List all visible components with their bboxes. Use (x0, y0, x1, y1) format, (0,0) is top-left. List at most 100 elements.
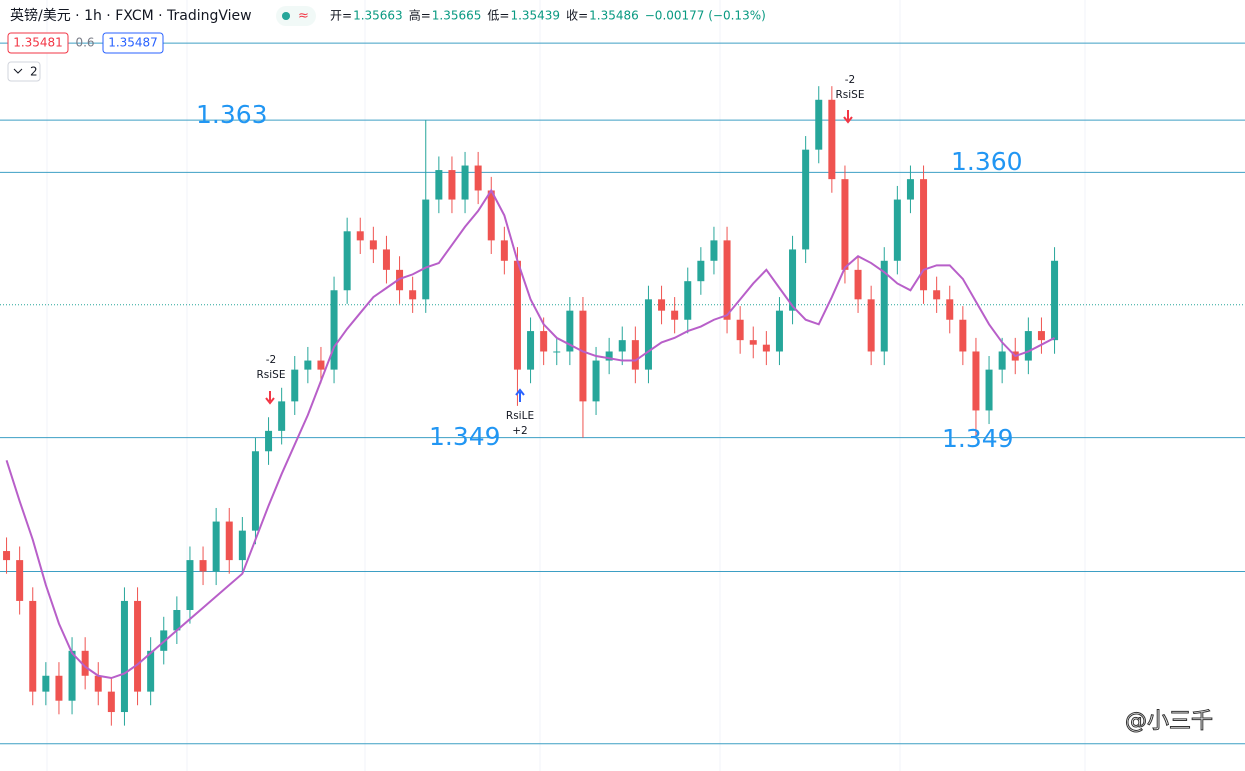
candle-body (671, 310, 679, 320)
candle-body (343, 231, 351, 291)
candle-body (500, 240, 508, 261)
candle-body (173, 609, 181, 631)
candle-body (684, 281, 692, 320)
ohlc-value: 1.35665 (432, 9, 482, 23)
candle-body (1037, 331, 1045, 341)
candle-body (317, 360, 325, 370)
level-label: 1.349 (429, 422, 501, 451)
buy-price[interactable]: 1.35487 (108, 36, 158, 50)
candle-body (893, 199, 901, 261)
buy-box[interactable] (102, 32, 164, 54)
sell-arrow (843, 110, 853, 124)
candle-body (382, 249, 390, 270)
candle-body (120, 600, 128, 713)
level-label: 1.349 (942, 424, 1014, 453)
spread: 0.6 (75, 36, 94, 50)
ohlc-value: 1.35486 (589, 9, 639, 23)
candle-body (94, 675, 102, 692)
candle-body (68, 650, 76, 701)
sell-arrow (265, 391, 275, 405)
candle-body (448, 170, 456, 200)
ohlc-label: 高= (409, 8, 431, 23)
candle-body (815, 99, 823, 150)
candle-body (644, 299, 652, 370)
badge[interactable]: ≈ (298, 9, 309, 24)
candle-body (81, 650, 89, 676)
candle-body (841, 179, 849, 270)
level-labels: 1.363 1.360 1.349 1.349 (196, 100, 1023, 453)
ohlc-value: 1.35439 (510, 9, 560, 23)
candle-body (3, 551, 11, 561)
candle-body (906, 179, 914, 200)
candle-body (697, 260, 705, 282)
candle-body (775, 310, 783, 352)
candle-body (658, 299, 666, 311)
candle-body (422, 199, 430, 300)
indicator-count[interactable]: 2 (30, 65, 38, 79)
candle-body (920, 179, 928, 291)
candle-body (251, 451, 259, 531)
candle-body (998, 351, 1006, 370)
candle-body (186, 560, 194, 610)
candle-body (304, 360, 312, 370)
candle-body (710, 240, 718, 261)
candle-body (592, 360, 600, 402)
signal-label: RsiSE (836, 89, 865, 101)
candle-body (762, 344, 770, 352)
candle-body (238, 530, 246, 561)
candle-body (212, 521, 220, 572)
ohlc-change: −0.00177 (−0.13%) (645, 9, 766, 23)
candle-body (461, 165, 469, 200)
level-label: 1.363 (196, 100, 268, 129)
symbol-title[interactable]: 英镑/美元 · 1h · FXCM · TradingView (10, 7, 252, 24)
sell-price[interactable]: 1.35481 (13, 36, 63, 50)
candle-body (513, 260, 521, 370)
candle-body (278, 401, 286, 431)
signal-count: -2 (845, 74, 855, 86)
watermark: @小三千 (1125, 709, 1213, 734)
candle-body (946, 299, 954, 320)
candle-body (16, 560, 24, 601)
candle-body (225, 521, 233, 561)
candle-body (29, 600, 37, 692)
sell-box[interactable] (7, 32, 69, 54)
candle-body (802, 149, 810, 250)
badge-bg (276, 6, 316, 26)
candle-body (527, 331, 535, 370)
signal-count: -2 (266, 354, 276, 366)
indicator-toggle[interactable] (7, 61, 41, 82)
candle-body (959, 319, 967, 352)
buy-arrow (515, 388, 525, 402)
ohlc-label: 低= (487, 9, 509, 23)
signal-label: RsiSE (257, 369, 286, 381)
candle-body (933, 290, 941, 300)
candle-body (985, 369, 993, 411)
candle-body (55, 675, 63, 701)
signal-count: +2 (512, 425, 527, 437)
candle-body (880, 260, 888, 352)
candle-body (579, 310, 587, 402)
moving-average (5, 188, 1056, 680)
candle-body (474, 165, 482, 191)
candle-body (409, 290, 417, 300)
ohlc-label: 开= (330, 9, 352, 23)
candle-body (265, 430, 273, 452)
header: 英镑/美元 · 1h · FXCM · TradingView ≈ 开= 1.35… (7, 6, 766, 82)
candle-body (867, 299, 875, 352)
candle-body (749, 340, 757, 345)
candle-body (723, 240, 731, 320)
ohlc-label: 收= (566, 9, 588, 23)
signal-label: RsiLE (506, 410, 534, 422)
candle-body (972, 351, 980, 411)
candle-body (435, 170, 443, 200)
candle-body (199, 560, 207, 572)
candle-body (1024, 331, 1032, 361)
candle-body (553, 351, 561, 353)
candle-body (566, 310, 574, 352)
candle-body (42, 675, 50, 692)
candle-body (1051, 260, 1059, 341)
candle-body (147, 650, 155, 692)
candle-body (107, 691, 115, 713)
candle-body (736, 319, 744, 341)
